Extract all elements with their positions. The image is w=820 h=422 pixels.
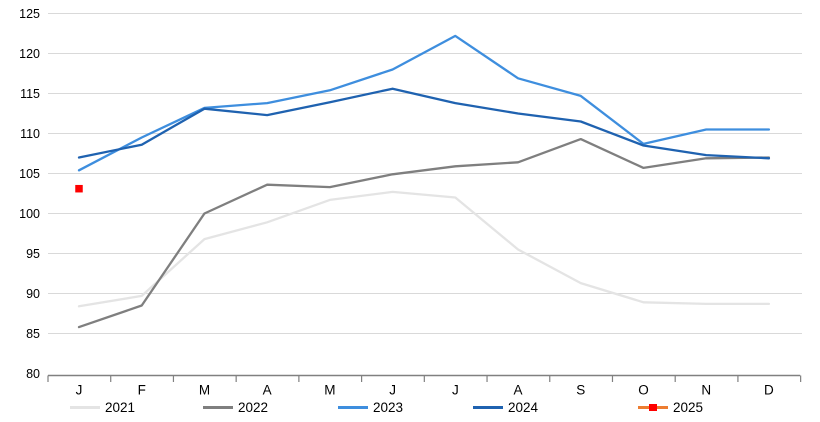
- legend-line-2024: [473, 406, 503, 409]
- y-axis-label-110: 110: [20, 127, 40, 141]
- legend-swatch-2022: [203, 400, 233, 414]
- legend-label-2024: 2024: [508, 399, 539, 415]
- y-axis-label-95: 95: [26, 247, 40, 261]
- series-line-2022: [77, 137, 771, 329]
- x-axis-label-10: O: [638, 383, 649, 397]
- y-axis-label-85: 85: [26, 327, 40, 341]
- y-axis-label-90: 90: [26, 287, 40, 301]
- x-axis-label-9: S: [576, 383, 585, 397]
- y-axis-label-100: 100: [19, 207, 40, 221]
- x-axis-label-11: N: [701, 383, 711, 397]
- legend-item-2022: 2022: [203, 396, 268, 418]
- x-axis-label-6: J: [389, 383, 396, 397]
- legend-swatch-2021: [70, 400, 100, 414]
- x-axis-label-5: M: [324, 383, 335, 397]
- legend-item-2024: 2024: [473, 396, 538, 418]
- legend-line-2022: [203, 406, 233, 409]
- y-axis-label-105: 105: [19, 167, 40, 181]
- series-line-2023: [77, 34, 771, 172]
- y-axis-label-125: 125: [19, 7, 40, 21]
- chart-legend: 2021 2022 2023 2024 2025: [0, 396, 820, 420]
- legend-swatch-2025: [638, 400, 668, 414]
- x-axis-label-12: D: [764, 383, 774, 397]
- x-axis-label-8: A: [514, 383, 523, 397]
- legend-item-2025: 2025: [638, 396, 703, 418]
- legend-line-2023: [338, 406, 368, 409]
- y-axis-label-80: 80: [26, 367, 40, 381]
- series-line-2024: [77, 87, 771, 160]
- legend-label-2022: 2022: [238, 399, 269, 415]
- legend-swatch-2024: [473, 400, 503, 414]
- series-line-2021: [77, 190, 771, 308]
- x-axis-label-4: A: [263, 383, 272, 397]
- legend-item-2021: 2021: [70, 396, 135, 418]
- y-axis-label-120: 120: [19, 47, 40, 61]
- x-axis-label-7: J: [452, 383, 459, 397]
- legend-marker-2025: [649, 403, 657, 411]
- plot-area: 80 85 90 95 100 105 110 115 120 125 J F M A M J J A S O N D: [19, 7, 802, 397]
- legend-label-2021: 2021: [105, 399, 136, 415]
- legend-line-2021: [70, 406, 100, 409]
- x-axis-label-2: F: [138, 383, 146, 397]
- legend-label-2025: 2025: [673, 399, 704, 415]
- y-axis-label-115: 115: [20, 87, 40, 101]
- legend-swatch-2023: [338, 400, 368, 414]
- x-axis-label-3: M: [199, 383, 210, 397]
- legend-label-2023: 2023: [373, 399, 404, 415]
- x-axis-label-1: J: [76, 383, 83, 397]
- legend-item-2023: 2023: [338, 396, 403, 418]
- series-marker-2025: [75, 184, 83, 193]
